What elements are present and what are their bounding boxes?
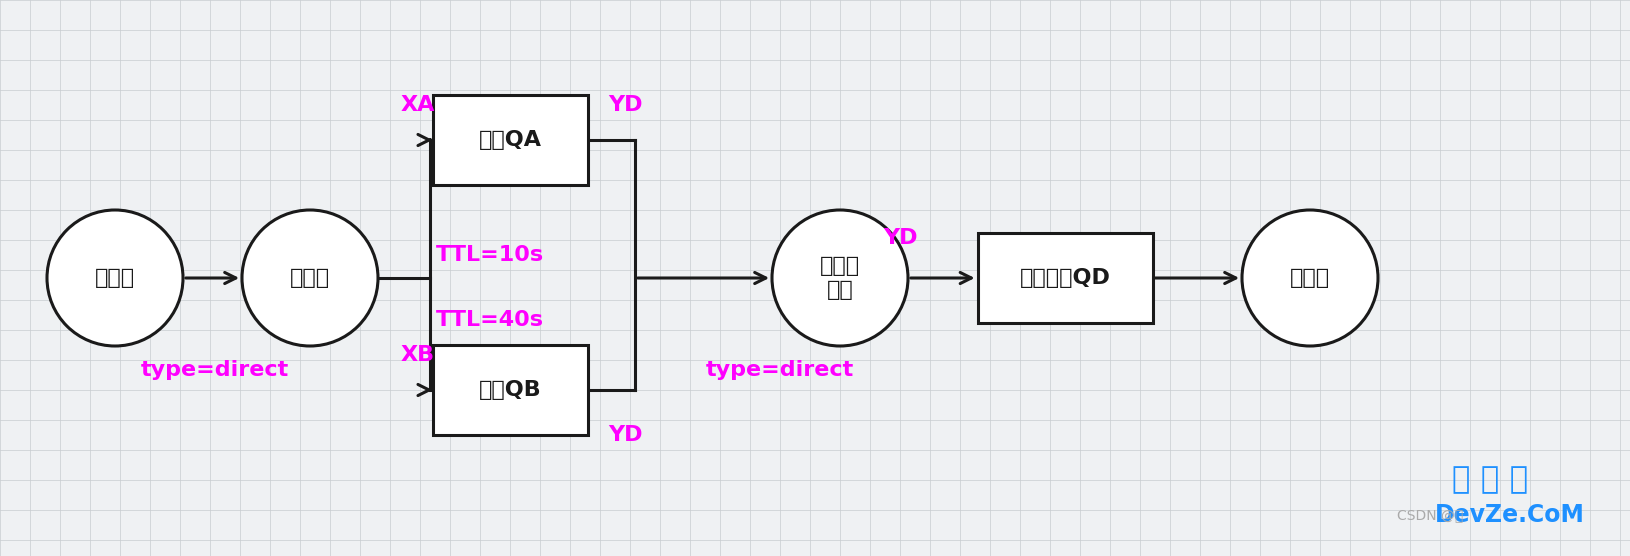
Bar [432,95,587,185]
Ellipse shape [1242,210,1377,346]
Text: YD: YD [608,95,642,115]
Text: type=direct: type=direct [706,360,854,380]
Text: 死信交
换机: 死信交 换机 [820,256,861,300]
Ellipse shape [241,210,378,346]
Text: 开 发 者: 开 发 者 [1452,465,1527,494]
Text: YD: YD [608,425,642,445]
Text: TTL=40s: TTL=40s [435,310,544,330]
Text: XB: XB [401,345,435,365]
Ellipse shape [773,210,908,346]
Text: CSDN @不: CSDN @不 [1397,508,1464,522]
Text: DevZe.CoM: DevZe.CoM [1434,503,1584,527]
Text: 消费者: 消费者 [1289,268,1330,288]
Text: 生产者: 生产者 [95,268,135,288]
Text: 队列QB: 队列QB [479,380,541,400]
Text: YD: YD [883,228,918,248]
Ellipse shape [47,210,183,346]
Text: 死信队列QD: 死信队列QD [1019,268,1110,288]
Text: XA: XA [401,95,435,115]
Bar [432,345,587,435]
Text: TTL=10s: TTL=10s [435,245,544,265]
Text: 队列QA: 队列QA [479,130,541,150]
Text: type=direct: type=direct [140,360,289,380]
Text: 交换机: 交换机 [290,268,329,288]
Bar [978,233,1152,323]
